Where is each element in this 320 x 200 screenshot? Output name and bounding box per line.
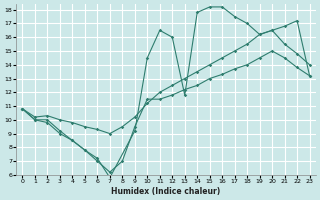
X-axis label: Humidex (Indice chaleur): Humidex (Indice chaleur) <box>111 187 221 196</box>
